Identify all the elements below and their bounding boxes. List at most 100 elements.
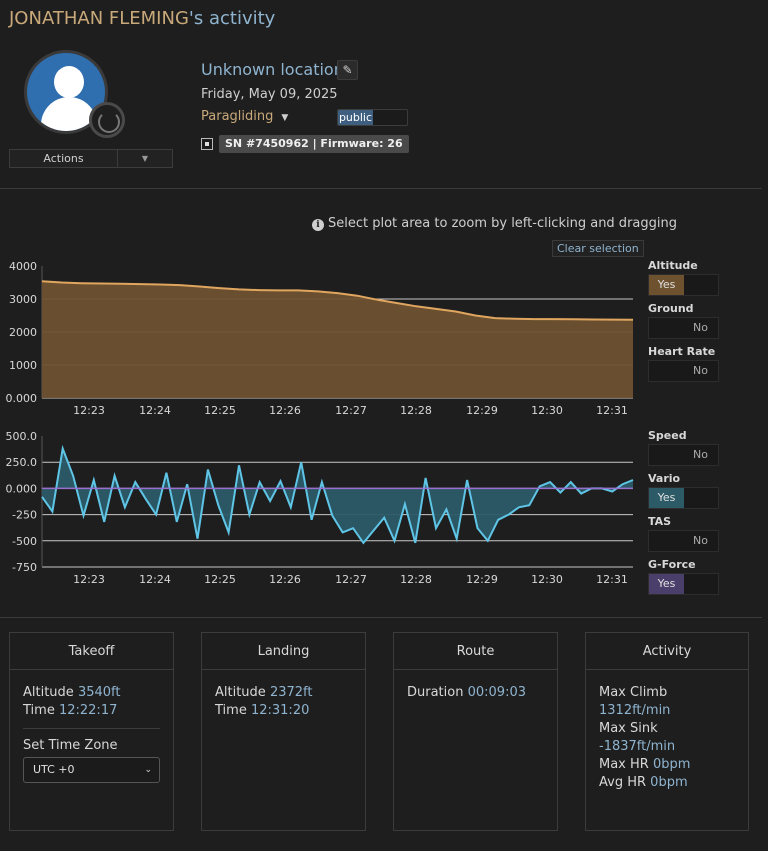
x-tick-label: 12:30 bbox=[531, 573, 563, 586]
loading-spinner-icon bbox=[89, 102, 125, 138]
title-suffix: 's activity bbox=[188, 8, 276, 29]
max-hr-value: 0bpm bbox=[652, 757, 691, 772]
toggle-label: TAS bbox=[648, 515, 672, 528]
toggle-heart-rate: Heart Rate No bbox=[648, 345, 719, 382]
toggle-value: No bbox=[693, 448, 708, 461]
activity-panel: Activity Max Climb 1312ft/min Max Sink -… bbox=[585, 632, 749, 831]
y-tick-label: 3000 bbox=[9, 293, 37, 306]
toggle-altitude: Altitude Yes bbox=[648, 259, 719, 296]
panel-title: Landing bbox=[202, 633, 365, 670]
charts-area[interactable]: 4000 3000 2000 1000 0.000 12:23 12:24 12:25 12:2… bbox=[0, 0, 768, 620]
avg-hr-value: 0bpm bbox=[650, 775, 688, 790]
zoom-hint: i Select plot area to zoom by left-clicki… bbox=[312, 216, 677, 231]
chevron-down-icon: ⌄ bbox=[144, 765, 152, 775]
y-tick-label: 0.000 bbox=[6, 482, 38, 495]
timezone-value: UTC +0 bbox=[33, 763, 75, 776]
toggle-switch[interactable]: No bbox=[648, 444, 719, 466]
x-tick-label: 12:29 bbox=[466, 404, 498, 417]
actions-label[interactable]: Actions bbox=[10, 150, 118, 167]
x-tick-label: 12:24 bbox=[139, 404, 171, 417]
series-area bbox=[42, 281, 633, 398]
x-tick-label: 12:29 bbox=[466, 573, 498, 586]
x-tick-label: 12:27 bbox=[335, 573, 367, 586]
clear-selection-button[interactable]: Clear selection bbox=[552, 240, 644, 257]
visibility-toggle[interactable]: public bbox=[337, 109, 408, 126]
location-title: Unknown location bbox=[201, 60, 344, 79]
altitude-label: Altitude bbox=[215, 685, 266, 700]
max-climb-value: 1312ft/min bbox=[599, 703, 671, 718]
toggle-switch[interactable]: Yes bbox=[648, 487, 719, 509]
time-label: Time bbox=[215, 703, 247, 718]
x-tick-label: 12:28 bbox=[400, 404, 432, 417]
toggle-value: Yes bbox=[649, 488, 684, 508]
toggle-g-force: G-Force Yes bbox=[648, 558, 719, 595]
takeoff-time: 12:22:17 bbox=[58, 703, 118, 718]
toggle-label: Altitude bbox=[648, 259, 698, 272]
takeoff-panel: Takeoff Altitude 3540ft Time 12:22:17 Se… bbox=[9, 632, 174, 831]
x-tick-label: 12:25 bbox=[204, 573, 236, 586]
timezone-select[interactable]: UTC +0 ⌄ bbox=[23, 757, 160, 783]
chart-altitude: 4000 3000 2000 1000 0.000 12:23 12:24 12:25 12:2… bbox=[6, 260, 634, 417]
toggle-switch[interactable]: No bbox=[648, 360, 719, 382]
page-title: JONATHAN FLEMING's activity bbox=[9, 8, 275, 29]
toggle-switch[interactable]: Yes bbox=[648, 274, 719, 296]
max-climb-label: Max Climb bbox=[599, 685, 668, 700]
x-tick-label: 12:31 bbox=[596, 404, 628, 417]
max-sink-value: -1837ft/min bbox=[599, 739, 676, 754]
toggle-switch[interactable]: Yes bbox=[648, 573, 719, 595]
visibility-label: public bbox=[338, 110, 373, 125]
divider bbox=[0, 617, 762, 618]
x-tick-label: 12:26 bbox=[269, 404, 301, 417]
x-tick-label: 12:25 bbox=[204, 404, 236, 417]
chevron-down-icon: ▼ bbox=[281, 113, 289, 123]
x-tick-label: 12:26 bbox=[269, 573, 301, 586]
edit-location-button[interactable]: ✎ bbox=[337, 60, 358, 80]
timezone-label: Set Time Zone bbox=[23, 738, 118, 753]
panel-title: Activity bbox=[586, 633, 748, 670]
actions-dropdown[interactable]: Actions ▼ bbox=[9, 149, 173, 168]
athlete-name[interactable]: JONATHAN FLEMING bbox=[9, 8, 189, 29]
toggle-value: No bbox=[693, 364, 708, 377]
toggle-label: Ground bbox=[648, 302, 694, 315]
chart-vario: 500.0 250.0 0.000 -250 -500 -750 12:23 12:24 12:… bbox=[6, 430, 634, 586]
toggle-switch[interactable]: No bbox=[648, 317, 719, 339]
y-tick-label: 2000 bbox=[9, 326, 37, 339]
time-label: Time bbox=[23, 703, 55, 718]
device-badge: SN #7450962 | Firmware: 26 bbox=[219, 135, 409, 153]
toggle-label: Heart Rate bbox=[648, 345, 716, 358]
y-tick-label: 1000 bbox=[9, 359, 37, 372]
toggle-value: No bbox=[693, 321, 708, 334]
toggle-value: No bbox=[693, 534, 708, 547]
altitude-label: Altitude bbox=[23, 685, 74, 700]
toggle-label: G-Force bbox=[648, 558, 696, 571]
y-tick-label: 4000 bbox=[9, 260, 37, 273]
toggle-value: Yes bbox=[649, 574, 684, 594]
toggle-label: Vario bbox=[648, 472, 681, 485]
toggle-speed: Speed No bbox=[648, 429, 719, 466]
toggle-switch[interactable]: No bbox=[648, 530, 719, 552]
panel-title: Takeoff bbox=[10, 633, 173, 670]
divider bbox=[23, 728, 160, 729]
sport-dropdown[interactable]: Paragliding ▼ bbox=[201, 109, 288, 124]
y-tick-label: 0.000 bbox=[6, 392, 38, 405]
duration-label: Duration bbox=[407, 685, 464, 700]
x-tick-label: 12:31 bbox=[596, 573, 628, 586]
device-checkbox[interactable] bbox=[201, 138, 213, 150]
y-tick-label: 250.0 bbox=[6, 456, 38, 469]
x-tick-label: 12:24 bbox=[139, 573, 171, 586]
series-line bbox=[41, 444, 634, 545]
landing-panel: Landing Altitude 2372ft Time 12:31:20 bbox=[201, 632, 366, 831]
x-tick-label: 12:23 bbox=[73, 573, 105, 586]
y-tick-label: 500.0 bbox=[6, 430, 38, 443]
y-tick-label: -750 bbox=[12, 561, 37, 574]
max-hr-label: Max HR bbox=[599, 757, 649, 772]
x-tick-label: 12:30 bbox=[531, 404, 563, 417]
chevron-down-icon[interactable]: ▼ bbox=[141, 154, 149, 163]
sport-label: Paragliding bbox=[201, 109, 274, 124]
takeoff-altitude: 3540ft bbox=[77, 685, 121, 700]
avg-hr-label: Avg HR bbox=[599, 775, 647, 790]
toggle-tas: TAS No bbox=[648, 515, 719, 552]
toggle-value: Yes bbox=[649, 275, 684, 295]
divider bbox=[0, 188, 762, 189]
toggle-vario: Vario Yes bbox=[648, 472, 719, 509]
